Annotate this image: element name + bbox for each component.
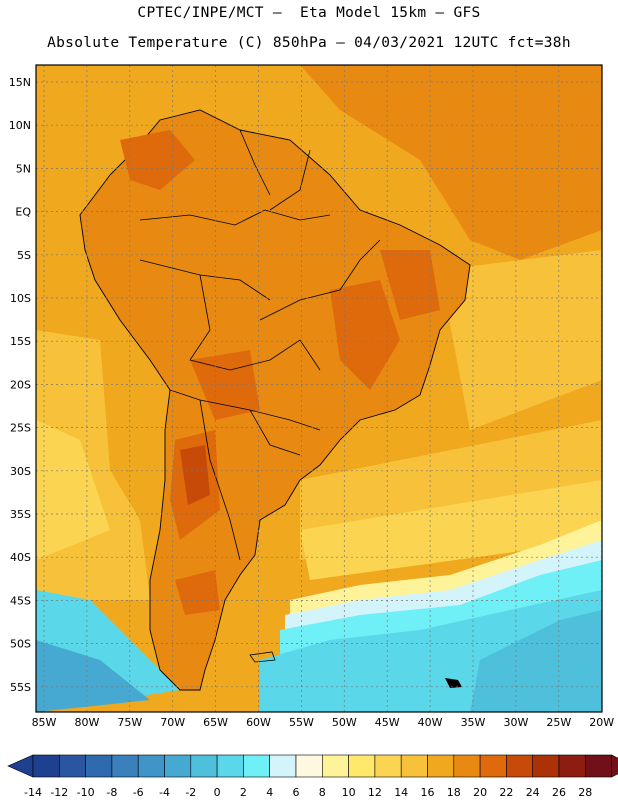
colorbar-tick-label: 24 [526,786,540,799]
lon-label: 40W [418,716,443,729]
colorbar-cell [190,754,218,778]
lat-label: 15S [10,335,31,348]
colorbar-cell [453,754,481,778]
lat-label: EQ [15,206,31,219]
colorbar-tick-label: 22 [499,786,513,799]
colorbar-cell [427,754,455,778]
longitude-labels: 85W 80W 75W 70W 65W 60W 55W 50W 45W 40W 35W 30W 25W 2… [32,716,615,729]
title-line-1: CPTEC/INPE/MCT – Eta Model 15km – GFS [137,5,481,21]
colorbar: -14 -12 -10 -8 -6 -4 -2 0 2 4 6 8 10 12 14 16 18 20 22 24 26… [7,754,618,799]
lon-label: 30W [503,716,528,729]
lon-label: 55W [289,716,314,729]
colorbar-tick-label: 26 [552,786,566,799]
colorbar-cell [532,754,560,778]
colorbar-tick-label: 12 [368,786,382,799]
lat-label: 15N [9,76,31,89]
colorbar-tick-label: 28 [578,786,592,799]
colorbar-min-arrow [7,754,34,778]
lat-label: 30S [10,465,31,478]
colorbar-cell [216,754,244,778]
colorbar-cell [269,754,297,778]
lat-label: 5S [17,249,31,262]
title-line-2: Absolute Temperature (C) 850hPa – 04/03/… [47,35,571,51]
colorbar-tick-label: 18 [447,786,461,799]
colorbar-cell [164,754,192,778]
lon-label: 25W [546,716,571,729]
colorbar-cell [32,754,60,778]
colorbar-cell [348,754,376,778]
colorbar-max-arrow [611,754,618,778]
lon-label: 45W [375,716,400,729]
colorbar-cell [506,754,533,778]
lat-label: 40S [10,551,31,564]
colorbar-tick-label: -2 [185,786,196,799]
colorbar-tick-label: -10 [77,786,95,799]
colorbar-tick-label: 10 [342,786,356,799]
colorbar-cell [58,754,86,778]
colorbar-tick-label: 16 [421,786,435,799]
colorbar-cell [111,754,139,778]
lon-label: 80W [74,716,99,729]
colorbar-cell [558,754,586,778]
colorbar-tick-label: -6 [133,786,144,799]
colorbar-tick-label: 14 [394,786,408,799]
map-frame [35,64,603,713]
colorbar-cell [243,754,270,778]
colorbar-cell [400,754,428,778]
colorbar-tick-label: -8 [106,786,117,799]
country-borders [139,129,381,561]
lat-label: 25S [10,422,31,435]
lat-label: 20S [10,378,31,391]
lat-label: 45S [10,594,31,607]
colorbar-cell [295,754,323,778]
colorbar-tick-label: 0 [214,786,221,799]
colorbar-tick-label: 6 [293,786,300,799]
colorbar-cell [479,754,507,778]
lat-lon-grid [36,65,602,712]
colorbar-tick-label: -12 [50,786,68,799]
lon-label: 20W [589,716,614,729]
colorbar-tick-label: 20 [473,786,487,799]
colorbar-tick-label: 4 [266,786,273,799]
lat-label: 10S [10,292,31,305]
lat-label: 50S [10,638,31,651]
lon-label: 60W [246,716,271,729]
colorbar-cell [584,754,612,778]
colorbar-tick-label: -4 [159,786,170,799]
map-field [36,65,602,712]
colorbar-cell [85,754,113,778]
lon-label: 85W [32,716,57,729]
lon-label: 50W [332,716,357,729]
colorbar-cell [321,754,349,778]
lon-label: 35W [461,716,486,729]
lat-label: 35S [10,508,31,521]
lon-label: 75W [117,716,142,729]
colorbar-tick-label: 8 [319,786,326,799]
lon-label: 70W [160,716,185,729]
colorbar-tick-label: -14 [24,786,42,799]
latitude-labels: 15N 10N 5N EQ 5S 10S 15S 20S 25S 30S 35S 40S 45S 50S 5… [9,76,32,694]
colorbar-tick-label: 2 [240,786,247,799]
colorbar-cell [137,754,165,778]
lat-label: 10N [9,119,31,132]
lat-label: 5N [16,162,31,175]
lon-label: 65W [203,716,228,729]
colorbar-cell [374,754,402,778]
lat-label: 55S [10,681,31,694]
